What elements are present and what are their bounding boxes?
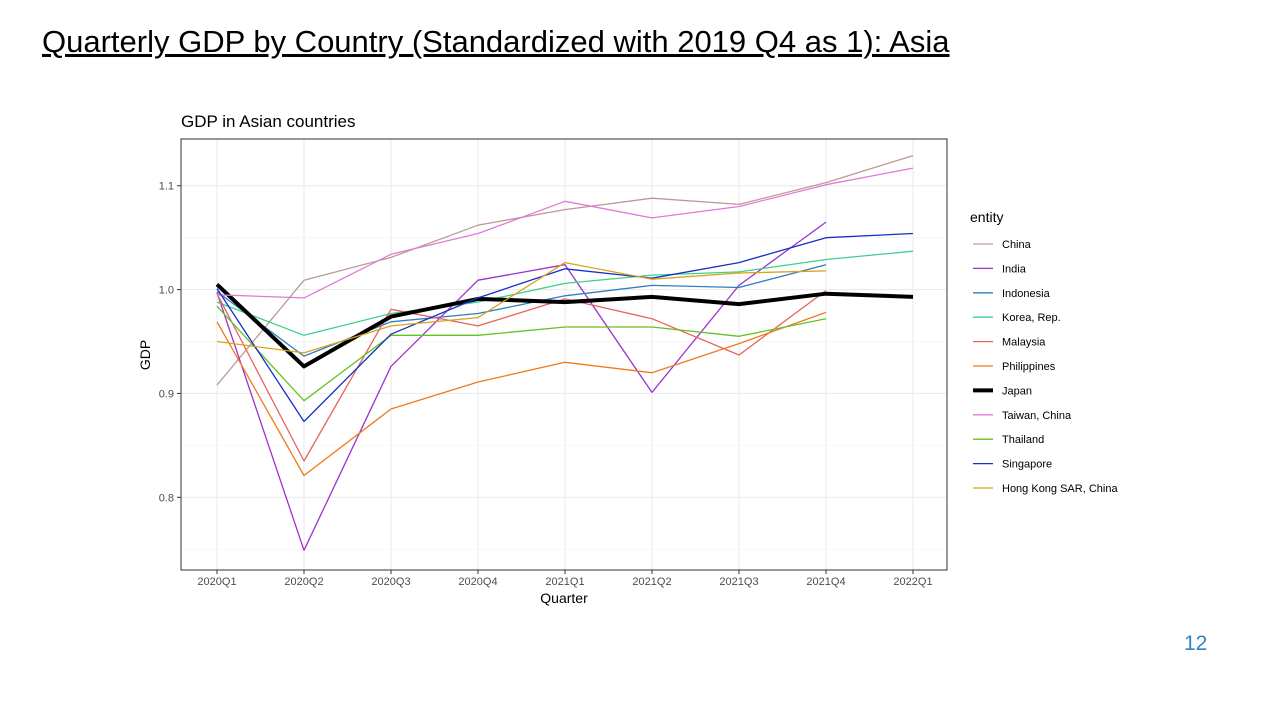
plot-background xyxy=(181,139,947,570)
series-line-hong-kong-sar-china xyxy=(216,261,827,354)
y-tick-label: 1.1 xyxy=(159,181,174,193)
series-line-thailand xyxy=(216,305,827,402)
x-tick-label: 2021Q1 xyxy=(545,576,584,588)
x-axis-title: Quarter xyxy=(540,590,588,606)
x-tick-label: 2020Q1 xyxy=(197,576,236,588)
legend-label: Japan xyxy=(1002,385,1032,397)
series-line-china xyxy=(216,154,914,386)
series-line-taiwan-china xyxy=(216,167,914,299)
chart-title: GDP in Asian countries xyxy=(181,112,356,131)
y-tick-label: 1.0 xyxy=(159,285,174,297)
slide-title: Quarterly GDP by Country (Standardized w… xyxy=(42,24,950,59)
legend-label: Korea, Rep. xyxy=(1002,312,1061,324)
x-tick-label: 2020Q3 xyxy=(371,576,410,588)
legend-label: Indonesia xyxy=(1002,288,1051,300)
legend-label: Hong Kong SAR, China xyxy=(1002,483,1118,495)
series-layer xyxy=(215,154,914,551)
series-line-indonesia xyxy=(216,264,827,357)
legend-label: Thailand xyxy=(1002,434,1044,446)
y-axis: 0.8 0.9 1.0 1.1 xyxy=(159,181,181,504)
legend-title: entity xyxy=(970,209,1003,225)
series-line-philippines xyxy=(216,311,827,477)
legend-label: Taiwan, China xyxy=(1002,410,1072,422)
series-line-korea-rep xyxy=(216,250,914,336)
legend-label: China xyxy=(1002,239,1032,251)
legend-label: Malaysia xyxy=(1002,337,1046,349)
series-line-japan xyxy=(215,282,914,369)
x-axis: 2020Q1 2020Q2 2020Q3 2020Q4 2021Q1 2021Q2 2021… xyxy=(197,570,933,588)
x-tick-label: 2021Q4 xyxy=(806,576,845,588)
page-number: 12 xyxy=(1184,632,1208,655)
grid-layer xyxy=(181,139,947,570)
plot-panel-border xyxy=(180,138,948,571)
x-tick-label: 2021Q3 xyxy=(719,576,758,588)
legend-label: Philippines xyxy=(1002,361,1056,373)
series-line-singapore xyxy=(216,232,914,423)
y-tick-label: 0.9 xyxy=(159,388,174,400)
x-tick-label: 2022Q1 xyxy=(893,576,932,588)
x-tick-label: 2020Q4 xyxy=(458,576,497,588)
y-tick-label: 0.8 xyxy=(159,492,174,504)
legend-label: India xyxy=(1002,263,1027,275)
x-tick-label: 2021Q2 xyxy=(632,576,671,588)
legend-label: Singapore xyxy=(1002,459,1052,471)
x-tick-label: 2020Q2 xyxy=(284,576,323,588)
legend: entity China India Indonesia Korea, Rep. Mal… xyxy=(970,209,1118,495)
y-axis-title: GDP xyxy=(137,340,153,370)
